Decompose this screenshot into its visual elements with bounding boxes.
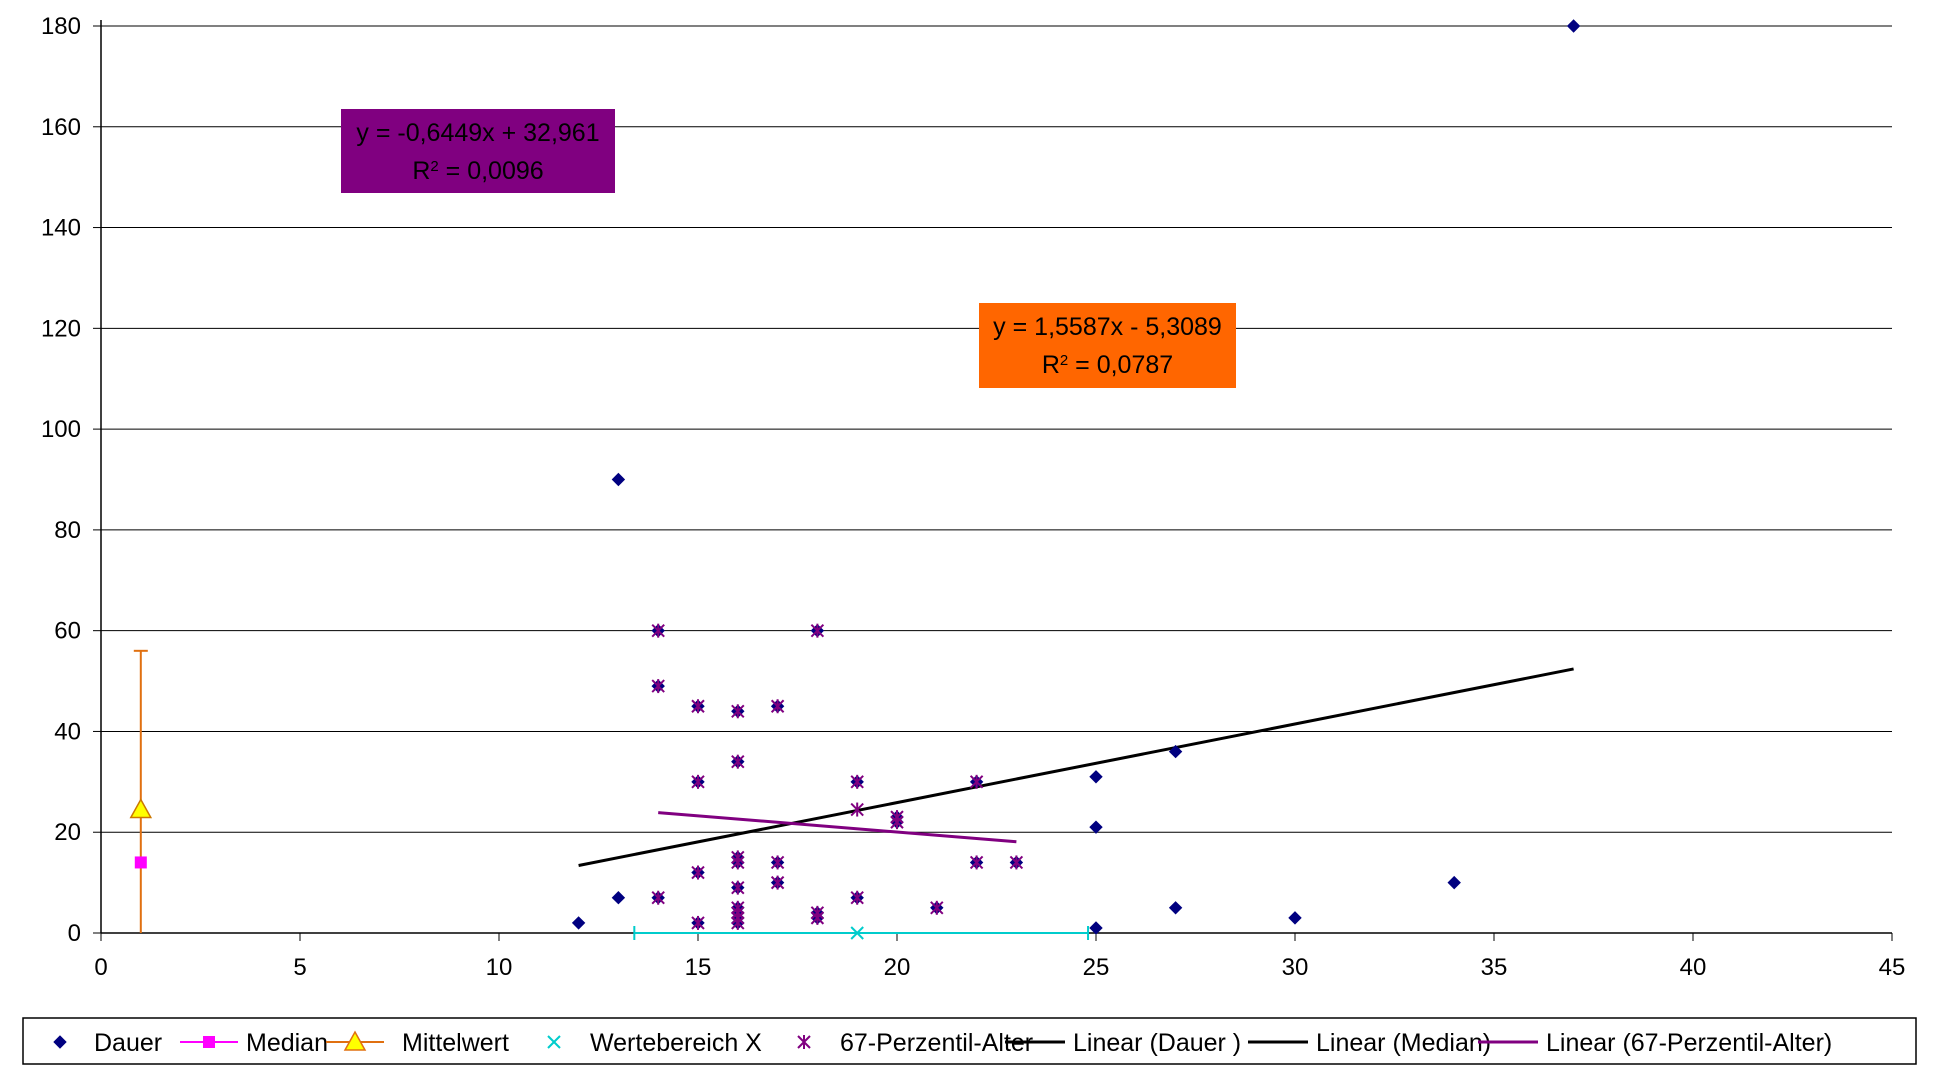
mittelwert-point xyxy=(129,798,153,819)
x-tick-label: 10 xyxy=(486,954,513,981)
67-perzentil-alter-point xyxy=(1009,855,1024,870)
67-perzentil-alter-point xyxy=(691,915,705,930)
y-tick-label: 0 xyxy=(68,920,81,947)
x-tick-label: 15 xyxy=(685,954,712,981)
y-tick-label: 80 xyxy=(54,517,81,544)
legend-item: Linear (Dauer ) xyxy=(1005,1029,1241,1057)
dauer-point xyxy=(1566,19,1581,33)
67-perzentil-alter-point xyxy=(770,699,785,714)
legend-swatch xyxy=(797,1035,811,1049)
legend-label: Wertebereich X xyxy=(590,1029,762,1057)
y-tick-label: 140 xyxy=(41,215,81,242)
legend-swatch xyxy=(547,1035,561,1049)
67-perzentil-alter-point xyxy=(850,774,864,789)
y-tick-label: 20 xyxy=(54,819,81,846)
legend-item: Linear (Median) xyxy=(1248,1029,1491,1057)
67-perzentil-alter-point xyxy=(731,704,745,719)
x-tick-label: 25 xyxy=(1083,954,1110,981)
data-points xyxy=(129,19,1581,940)
67-perzentil-alter-point xyxy=(651,623,665,638)
y-tick-label: 180 xyxy=(41,13,81,40)
trendline xyxy=(658,811,1017,844)
legend-item: Dauer xyxy=(53,1029,162,1057)
67-perzentil-alter-point xyxy=(770,855,785,870)
legend-swatch xyxy=(53,1035,67,1049)
x-tick-label: 45 xyxy=(1879,954,1906,981)
equation-box: y = 1,5587x - 5,3089 R2 = 0,0787 xyxy=(979,303,1236,388)
legend-item: 67-Perzentil-Alter xyxy=(797,1029,1033,1057)
y-tick-label: 100 xyxy=(41,416,81,443)
dauer-point xyxy=(1168,901,1183,915)
67-perzentil-alter-point xyxy=(850,890,864,905)
equation-annotations: y = -0,6449x + 32,961 R2 = 0,0096 y = 1,55… xyxy=(341,109,1236,388)
67-perzentil-alter-point xyxy=(691,699,705,714)
67-perzentil-alter-point xyxy=(770,875,785,890)
67-perzentil-alter-point xyxy=(850,802,864,817)
legend-item: Wertebereich X xyxy=(547,1029,762,1057)
dauer-point xyxy=(1089,921,1103,935)
67-perzentil-alter-point xyxy=(731,880,745,895)
x-tick-label: 35 xyxy=(1481,954,1508,981)
67-perzentil-alter-point xyxy=(651,679,665,694)
equation-text: y = 1,5587x - 5,3089 xyxy=(993,313,1222,341)
67-perzentil-alter-point xyxy=(691,865,705,880)
equation-box-bg xyxy=(341,109,615,193)
y-tick-label: 160 xyxy=(41,114,81,141)
67-perzentil-alter-point xyxy=(731,855,745,870)
legend-label: Linear (Dauer ) xyxy=(1073,1029,1241,1057)
legend-label: Mittelwert xyxy=(402,1029,509,1057)
y-tick-labels: 0 20 40 60 80 100 120 140 160 180 xyxy=(41,13,81,947)
dauer-point xyxy=(611,891,626,905)
legend-label: Dauer xyxy=(94,1029,162,1057)
legend-item: Linear (67-Perzentil-Alter) xyxy=(1478,1029,1832,1057)
x-tick-label: 20 xyxy=(884,954,911,981)
trendlines xyxy=(578,667,1574,867)
median-point xyxy=(134,856,147,869)
dauer-point xyxy=(1168,744,1183,759)
legend-label: Linear (67-Perzentil-Alter) xyxy=(1546,1029,1832,1057)
dauer-point xyxy=(611,472,626,487)
trendline xyxy=(578,667,1574,867)
67-perzentil-alter-point xyxy=(691,774,705,789)
legend-label: Linear (Median) xyxy=(1316,1029,1491,1057)
x-tick-labels: 0 5 10 15 20 25 30 35 40 45 xyxy=(94,954,1905,981)
y-tick-label: 40 xyxy=(54,718,81,745)
x-tick-label: 30 xyxy=(1282,954,1309,981)
x-tick-label: 0 xyxy=(94,954,107,981)
dauer-point xyxy=(1288,911,1302,925)
equation-box: y = -0,6449x + 32,961 R2 = 0,0096 xyxy=(341,109,615,193)
equation-text: y = -0,6449x + 32,961 xyxy=(356,119,599,147)
legend-swatch xyxy=(203,1036,215,1048)
67-perzentil-alter-point xyxy=(810,910,825,925)
equation-box-bg xyxy=(979,303,1236,388)
legend: Dauer Median Mittelwert Wertebereich X 67-Pe… xyxy=(22,1017,1917,1065)
r-squared-text: R2 = 0,0787 xyxy=(1042,351,1173,379)
dauer-point xyxy=(1089,820,1103,834)
y-tick-label: 120 xyxy=(41,315,81,342)
67-perzentil-alter-point xyxy=(930,900,944,915)
67-perzentil-alter-point xyxy=(651,890,665,905)
r-squared-text: R2 = 0,0096 xyxy=(412,157,543,185)
legend-item: Median xyxy=(180,1029,328,1057)
x-tick-label: 5 xyxy=(293,954,306,981)
67-perzentil-alter-point xyxy=(890,815,904,830)
legend-label: 67-Perzentil-Alter xyxy=(840,1029,1033,1057)
67-perzentil-alter-point xyxy=(969,774,984,789)
dauer-point xyxy=(1089,770,1103,784)
67-perzentil-alter-point xyxy=(810,623,825,638)
legend-item: Mittelwert xyxy=(326,1029,509,1057)
dauer-point xyxy=(571,916,586,930)
error-bars xyxy=(133,649,1090,940)
67-perzentil-alter-point xyxy=(731,754,745,769)
legend-swatch xyxy=(343,1030,367,1051)
67-perzentil-alter-point xyxy=(731,915,745,930)
y-tick-label: 60 xyxy=(54,618,81,645)
x-tick-label: 40 xyxy=(1680,954,1707,981)
legend-label: Median xyxy=(246,1029,328,1057)
wertebereich-x-point xyxy=(850,926,864,940)
67-perzentil-alter-point xyxy=(969,855,984,870)
dauer-point xyxy=(1447,875,1461,890)
